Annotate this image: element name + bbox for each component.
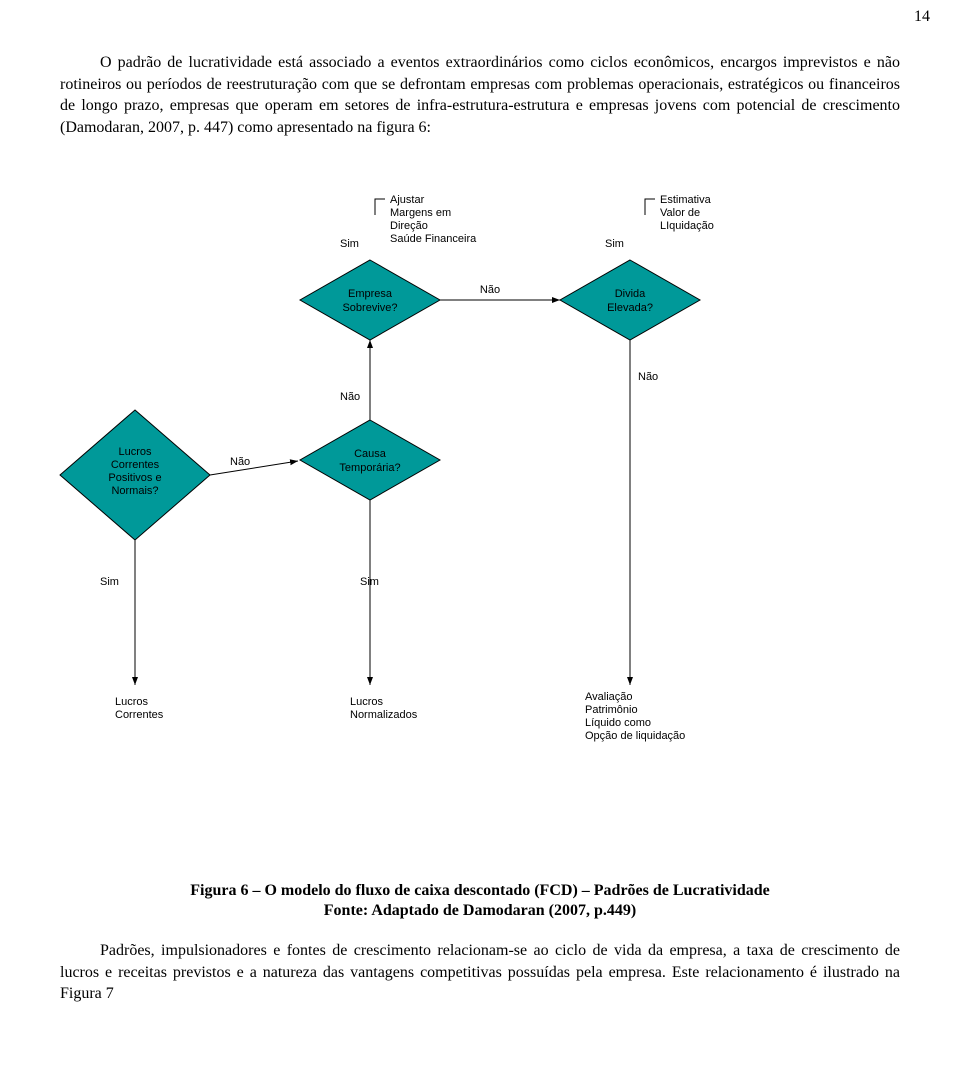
ajustar-l2: Margens em xyxy=(390,207,451,219)
intro-paragraph: O padrão de lucratividade está associado… xyxy=(60,52,900,138)
causa-l2: Temporária? xyxy=(339,462,400,474)
out3-l4: Opção de liquidação xyxy=(585,730,685,742)
ajustar-l4: Saúde Financeira xyxy=(390,233,477,245)
figure-caption-line2: Fonte: Adaptado de Damodaran (2007, p.44… xyxy=(60,900,900,922)
est-l1: Estimativa xyxy=(660,194,712,206)
est-l2: Valor de xyxy=(660,207,700,219)
divida-l1: Divida xyxy=(615,288,646,300)
out1-l1: Lucros xyxy=(115,696,149,708)
estimativa-elbow-icon xyxy=(645,199,655,215)
page-number: 14 xyxy=(914,8,930,26)
edge-label-nao-1: Não xyxy=(480,284,500,296)
lcp-l3: Positivos e xyxy=(108,472,161,484)
lcp-l4: Normais? xyxy=(111,485,158,497)
out2-l1: Lucros xyxy=(350,696,384,708)
empresa-l1: Empresa xyxy=(348,288,393,300)
ajustar-l1: Ajustar xyxy=(390,194,425,206)
causa-l1: Causa xyxy=(354,448,387,460)
out3-l3: Líquido como xyxy=(585,717,651,729)
edge-label-nao-empresa: Não xyxy=(340,391,360,403)
node-divida-elevada: Divida Elevada? xyxy=(560,260,700,340)
edge-label-sim-lcp: Sim xyxy=(100,576,119,588)
ajustar-l3: Direção xyxy=(390,220,428,232)
ajustar-elbow-icon xyxy=(375,199,385,215)
annotation-estimativa: Estimativa Valor de LIquidação xyxy=(660,194,714,232)
edge-label-nao-divida: Não xyxy=(638,371,658,383)
output-lucros-normalizados: Lucros Normalizados xyxy=(350,696,418,721)
node-causa-temporaria: Causa Temporária? xyxy=(300,420,440,500)
est-l3: LIquidação xyxy=(660,220,714,232)
edge-label-nao-lcp: Não xyxy=(230,456,250,468)
lcp-l1: Lucros xyxy=(118,446,152,458)
edge-label-sim-causa: Sim xyxy=(360,576,379,588)
node-lucros-positivos: Lucros Correntes Positivos e Normais? xyxy=(60,410,210,540)
node-empresa-sobrevive: Empresa Sobrevive? xyxy=(300,260,440,340)
out1-l2: Correntes xyxy=(115,709,164,721)
output-lucros-correntes: Lucros Correntes xyxy=(115,696,164,721)
closing-paragraph: Padrões, impulsionadores e fontes de cre… xyxy=(60,940,900,1005)
page: 14 O padrão de lucratividade está associ… xyxy=(0,0,960,1077)
out3-l1: Avaliação xyxy=(585,691,633,703)
output-avaliacao: Avaliação Patrimônio Líquido como Opção … xyxy=(585,691,685,742)
edge-lcp-to-causa xyxy=(210,461,298,475)
annotation-ajustar: Ajustar Margens em Direção Saúde Finance… xyxy=(390,194,477,245)
empresa-l2: Sobrevive? xyxy=(342,302,397,314)
edge-label-sim-top-left: Sim xyxy=(340,238,359,250)
out3-l2: Patrimônio xyxy=(585,704,638,716)
divida-l2: Elevada? xyxy=(607,302,653,314)
lcp-l2: Correntes xyxy=(111,459,160,471)
figure-caption-line1: Figura 6 – O modelo do fluxo de caixa de… xyxy=(60,880,900,902)
flowchart: Ajustar Margens em Direção Saúde Finance… xyxy=(40,185,920,775)
out2-l2: Normalizados xyxy=(350,709,418,721)
edge-label-sim-top-right: Sim xyxy=(605,238,624,250)
